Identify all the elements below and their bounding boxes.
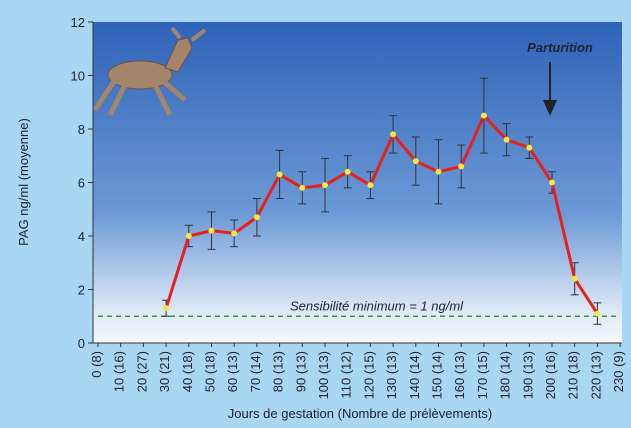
x-tick-label: 100 (13) [316,351,331,399]
x-tick-label: 130 (13) [384,351,399,399]
data-point [163,305,170,312]
data-point [503,136,510,143]
x-tick-label: 40 (18) [180,351,195,392]
x-tick-label: 30 (21) [157,351,172,392]
data-point [185,233,192,239]
y-tick-label: 2 [78,283,85,298]
data-point [390,131,397,138]
x-tick-label: 60 (13) [225,351,240,392]
data-point [594,310,601,317]
x-tick-label: 150 (14) [430,351,445,399]
y-tick-label: 8 [78,122,85,137]
x-tick-label: 120 (15) [361,351,376,399]
data-point [435,168,442,175]
x-tick-label: 180 (14) [498,351,513,399]
data-point [208,227,215,234]
y-tick-label: 0 [78,336,85,351]
x-tick-label: 20 (27) [134,351,149,392]
threshold-label: Sensibilité minimum = 1 ng/ml [290,298,464,313]
plot-area [93,22,622,343]
data-point [526,144,533,151]
x-tick-label: 140 (14) [407,351,422,399]
x-tick-label: 200 (16) [543,351,558,399]
y-axis-title: PAG ng/ml (moyenne) [16,118,31,246]
x-tick-label: 80 (13) [271,351,286,392]
annotation: Parturition [527,40,593,55]
data-point [480,112,487,119]
x-tick-label: 0 (8) [89,351,104,378]
data-point [299,184,306,191]
deer-icon [92,26,207,117]
x-tick-label: 170 (15) [475,351,490,399]
data-point [412,158,419,165]
data-line [164,112,599,315]
arrow-head [543,100,557,116]
data-point [276,171,283,178]
x-tick-label: 70 (14) [248,351,263,392]
y-tick-label: 10 [71,69,85,84]
data-point [322,182,328,189]
x-tick-label: 10 (16) [112,351,127,392]
y-tick-label: 4 [78,229,85,244]
x-tick-label: 50 (18) [203,351,218,392]
x-tick-label: 210 (18) [566,351,581,399]
x-tick-label: 110 (12) [339,351,354,398]
data-point [231,230,238,237]
x-tick-label: 220 (13) [588,351,603,399]
y-tick-label: 6 [78,176,85,191]
data-point [571,275,578,282]
y-tick-label: 12 [71,15,85,30]
x-tick-label: 160 (13) [452,351,467,399]
data-point [458,163,465,170]
x-tick-label: 230 (9) [611,351,626,392]
x-axis-title: Jours de gestation (Nombre de prélèvemen… [228,406,492,421]
x-tick-label: 190 (13) [520,351,535,399]
x-tick-label: 90 (13) [293,351,308,392]
data-point [344,168,351,175]
data-point [253,214,260,221]
data-point [549,179,555,186]
data-point [367,182,374,189]
